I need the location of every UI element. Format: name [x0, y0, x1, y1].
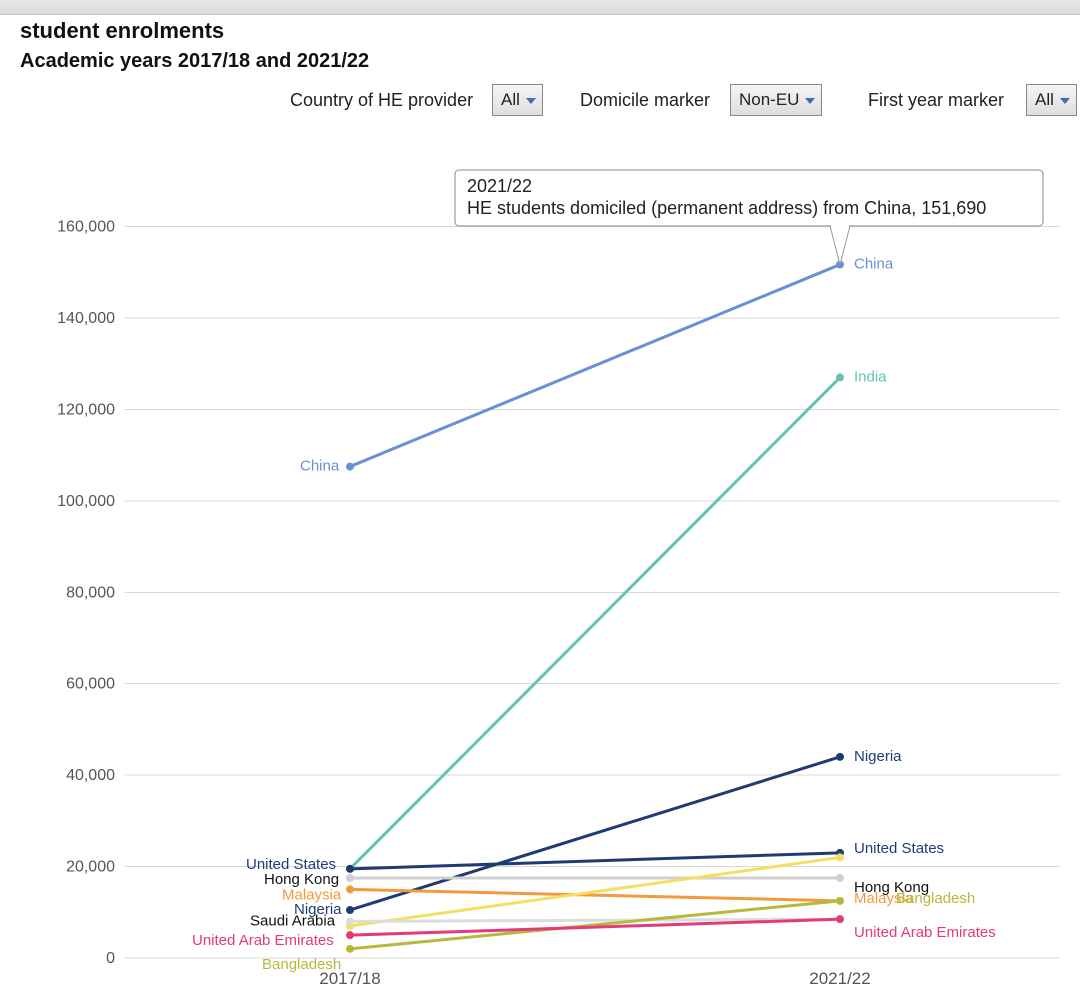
filter-dropdown-firstyear[interactable]: All — [1026, 84, 1077, 116]
chart-subtitle: Academic years 2017/18 and 2021/22 — [20, 50, 369, 73]
filter-label-country: Country of HE provider — [290, 90, 473, 111]
chevron-down-icon — [805, 98, 815, 104]
chevron-down-icon — [1060, 98, 1070, 104]
chevron-down-icon — [526, 98, 536, 104]
filter-bar: Country of HE provider All Domicile mark… — [0, 82, 1080, 122]
y-tick-label: 120,000 — [57, 401, 115, 418]
window-titlebar — [0, 0, 1080, 15]
filter-value-firstyear: All — [1035, 90, 1054, 109]
series-right-label: United Arab Emirates — [854, 924, 996, 941]
series-point[interactable] — [346, 945, 354, 953]
series-left-label: China — [300, 458, 340, 475]
series-point[interactable] — [346, 874, 354, 882]
filter-label-firstyear: First year marker — [868, 90, 1004, 111]
chart-header: student enrolments Academic years 2017/1… — [20, 18, 369, 73]
series-point[interactable] — [346, 917, 354, 925]
series-left-label: Saudi Arabia — [250, 912, 336, 929]
series-point[interactable] — [836, 853, 844, 861]
series-point[interactable] — [836, 373, 844, 381]
chart-title: student enrolments — [20, 18, 369, 44]
series-right-label: China — [854, 256, 894, 273]
y-tick-label: 160,000 — [57, 219, 115, 236]
series-line — [350, 265, 840, 467]
tooltip-line2: HE students domiciled (permanent address… — [467, 198, 986, 218]
series-left-label: Malaysia — [282, 886, 342, 903]
series-line — [350, 757, 840, 910]
series-point[interactable] — [836, 753, 844, 761]
filter-dropdown-domicile[interactable]: Non-EU — [730, 84, 822, 116]
y-tick-label: 20,000 — [66, 859, 115, 876]
series-right-label: Nigeria — [854, 748, 902, 765]
series-right-label: Bangladesh — [896, 890, 975, 907]
series-point[interactable] — [346, 885, 354, 893]
series-point[interactable] — [836, 915, 844, 923]
slope-chart: 0 20,000 40,000 60,000 80,000 100,000 120,000 1… — [0, 150, 1080, 996]
series-point[interactable] — [346, 906, 354, 914]
series-point[interactable] — [346, 463, 354, 471]
filter-dropdown-country[interactable]: All — [492, 84, 543, 116]
series-point[interactable] — [346, 931, 354, 939]
series-line — [350, 901, 840, 949]
tooltip: 2021/22HE students domiciled (permanent … — [455, 170, 1043, 265]
series-right-label: India — [854, 368, 887, 385]
filter-value-domicile: Non-EU — [739, 90, 799, 109]
filter-label-domicile: Domicile marker — [580, 90, 710, 111]
y-tick-label: 60,000 — [66, 676, 115, 693]
series-point[interactable] — [346, 865, 354, 873]
series-left-label: Bangladesh — [262, 956, 341, 973]
y-tick-label: 80,000 — [66, 584, 115, 601]
x-tick-label: 2021/22 — [809, 969, 870, 988]
series-left-label: United Arab Emirates — [192, 932, 334, 949]
series-point[interactable] — [836, 897, 844, 905]
tooltip-line1: 2021/22 — [467, 176, 532, 196]
series-right-label: United States — [854, 840, 944, 857]
y-tick-label: 100,000 — [57, 493, 115, 510]
series-point[interactable] — [836, 874, 844, 882]
y-tick-label: 0 — [106, 950, 115, 967]
y-tick-label: 40,000 — [66, 767, 115, 784]
filter-value-country: All — [501, 90, 520, 109]
series-line — [350, 377, 840, 868]
y-tick-label: 140,000 — [57, 310, 115, 327]
chart-area: 0 20,000 40,000 60,000 80,000 100,000 120,000 1… — [0, 150, 1080, 996]
